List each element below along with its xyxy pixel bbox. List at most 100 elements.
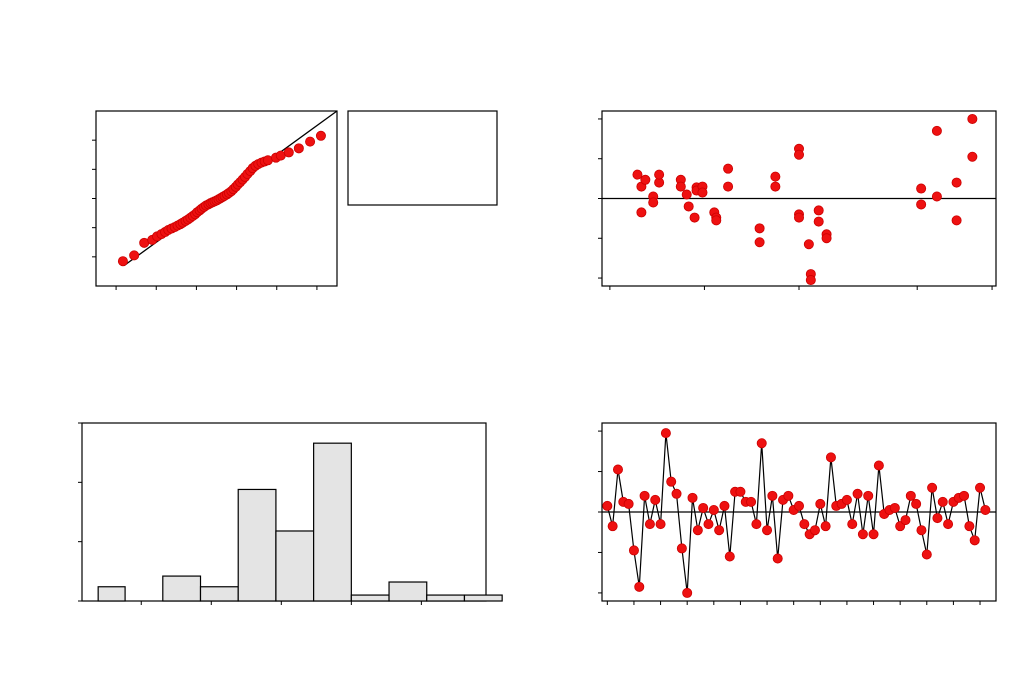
fitted-point-23 <box>754 237 765 248</box>
fitted-point-36 <box>821 233 832 244</box>
fitted-point-25 <box>770 181 781 192</box>
order-point-19 <box>703 519 714 530</box>
order-point-63 <box>937 496 948 507</box>
fitted-point-29 <box>794 212 805 223</box>
fitted-point-43 <box>967 151 978 162</box>
probability-point-51 <box>283 147 294 158</box>
order-point-67 <box>959 490 970 501</box>
normal-probability-panel <box>92 110 338 290</box>
fitted-point-10 <box>681 189 692 200</box>
probability-point-0 <box>117 256 128 267</box>
order-point-34 <box>783 490 794 501</box>
order-point-69 <box>969 535 980 546</box>
fitted-point-30 <box>803 239 814 250</box>
residuals-vs-fitted-points <box>632 113 978 286</box>
order-point-29 <box>756 438 767 449</box>
fitted-point-38 <box>916 199 927 210</box>
order-point-6 <box>634 581 645 592</box>
probability-point-52 <box>293 143 304 154</box>
order-point-21 <box>714 525 725 536</box>
histogram-bar-7 <box>350 594 390 602</box>
residuals-vs-order-points <box>602 428 991 598</box>
order-point-68 <box>964 521 975 532</box>
order-point-40 <box>815 498 826 509</box>
fitted-point-5 <box>648 197 659 208</box>
order-point-30 <box>762 525 773 536</box>
order-point-56 <box>900 515 911 526</box>
order-point-57 <box>905 490 916 501</box>
order-point-37 <box>799 519 810 530</box>
order-point-9 <box>650 494 661 505</box>
fitted-point-39 <box>931 125 942 136</box>
order-point-46 <box>847 519 858 530</box>
fitted-point-0 <box>632 169 643 180</box>
order-point-17 <box>692 525 703 536</box>
order-point-48 <box>857 529 868 540</box>
order-point-8 <box>644 519 655 530</box>
order-point-15 <box>682 587 693 598</box>
fitted-point-41 <box>951 177 962 188</box>
order-point-54 <box>889 502 900 513</box>
fitted-point-44 <box>967 113 978 124</box>
fitted-point-9 <box>675 181 686 192</box>
order-point-13 <box>671 488 682 499</box>
order-point-58 <box>911 498 922 509</box>
order-point-31 <box>767 490 778 501</box>
order-point-10 <box>655 519 666 530</box>
order-point-32 <box>772 553 783 564</box>
normal-probability-ticks <box>92 139 318 290</box>
fitted-point-16 <box>697 187 708 198</box>
order-point-12 <box>666 476 677 487</box>
fitted-point-34 <box>813 216 824 227</box>
fitted-point-12 <box>689 212 700 223</box>
order-point-25 <box>735 486 746 497</box>
order-point-22 <box>719 500 730 511</box>
histogram-bar-4 <box>237 488 277 602</box>
order-point-39 <box>809 525 820 536</box>
probability-point-53 <box>305 136 316 147</box>
order-point-1 <box>607 521 618 532</box>
order-point-20 <box>708 504 719 515</box>
fitted-point-19 <box>711 215 722 226</box>
order-point-59 <box>916 525 927 536</box>
histogram-bar-3 <box>199 586 239 602</box>
fitted-point-37 <box>916 183 927 194</box>
order-point-61 <box>927 482 938 493</box>
order-point-5 <box>628 545 639 556</box>
order-point-50 <box>868 529 879 540</box>
fitted-point-11 <box>683 201 694 212</box>
histogram-bar-8 <box>388 581 428 602</box>
order-point-27 <box>746 496 757 507</box>
order-point-2 <box>612 464 623 475</box>
order-point-45 <box>841 494 852 505</box>
fitted-point-2 <box>636 207 647 218</box>
residuals-vs-fitted-panel <box>598 110 997 290</box>
residuals-vs-order-panel <box>598 422 997 605</box>
fitted-point-7 <box>654 169 665 180</box>
histogram-bar-0 <box>97 586 126 602</box>
order-point-62 <box>932 513 943 524</box>
order-point-23 <box>724 551 735 562</box>
fitted-point-32 <box>805 275 816 286</box>
fitted-point-22 <box>754 223 765 234</box>
fitted-point-40 <box>931 191 942 202</box>
residuals-vs-order-ticks <box>598 430 981 605</box>
histogram-bar-10 <box>463 594 503 602</box>
order-point-60 <box>921 549 932 560</box>
order-point-42 <box>825 452 836 463</box>
order-point-7 <box>639 490 650 501</box>
fitted-point-27 <box>794 149 805 160</box>
order-point-16 <box>687 492 698 503</box>
fitted-point-3 <box>640 174 651 185</box>
order-point-70 <box>975 482 986 493</box>
order-point-71 <box>980 504 991 515</box>
residuals-vs-fitted-ticks <box>598 118 993 290</box>
order-point-28 <box>751 519 762 530</box>
fitted-point-33 <box>813 205 824 216</box>
statistics-box <box>347 110 498 206</box>
histogram-ticks <box>78 422 422 605</box>
probability-point-1 <box>129 250 140 261</box>
fitted-point-20 <box>723 181 734 192</box>
order-point-47 <box>852 488 863 499</box>
order-point-36 <box>794 500 805 511</box>
